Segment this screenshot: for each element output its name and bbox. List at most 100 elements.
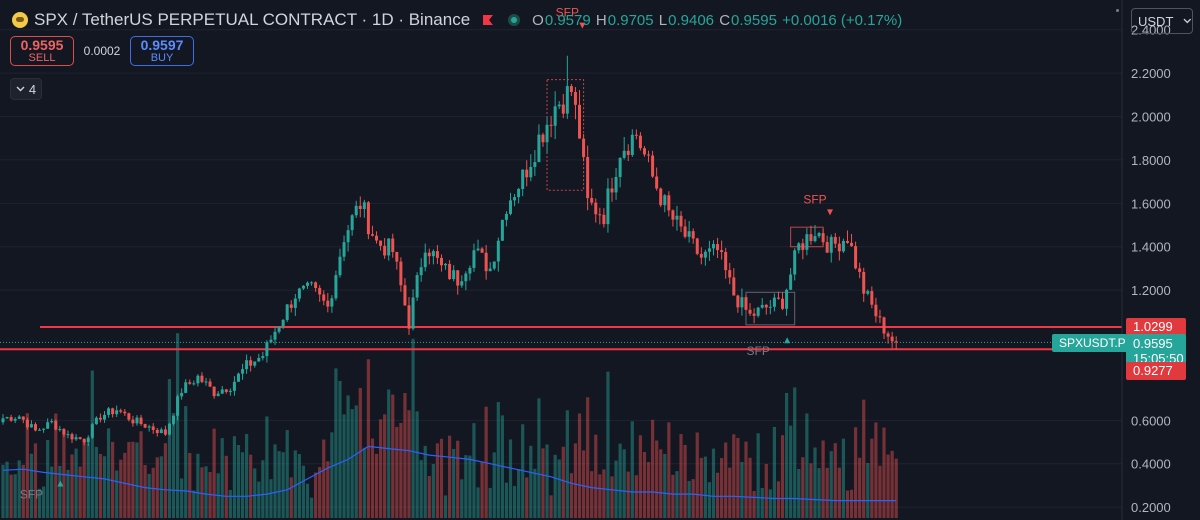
volume-bar (529, 445, 533, 518)
candle (626, 144, 630, 162)
candle (752, 308, 756, 324)
candle (362, 199, 366, 218)
candle (224, 388, 228, 394)
symbol-title[interactable]: SPX / TetherUS PERPETUAL CONTRACT · 1D ·… (34, 10, 471, 29)
candle-body (370, 234, 374, 236)
volume-bar (314, 472, 318, 518)
candle-body (476, 248, 480, 251)
candle (375, 231, 379, 244)
candle (606, 178, 610, 233)
volume-bar (866, 463, 870, 518)
candle (817, 231, 821, 239)
candle-body (634, 134, 638, 136)
volume-bar (17, 460, 21, 518)
candle (50, 418, 54, 424)
volume-bar (890, 450, 894, 518)
candle (894, 336, 898, 350)
volume-bar (829, 451, 833, 518)
candle (253, 361, 257, 368)
candle-body (74, 437, 78, 440)
candle (427, 248, 431, 265)
volume-bar (748, 457, 752, 518)
candle-body (220, 389, 224, 394)
sfp-label: SFP (556, 6, 579, 20)
candle (561, 94, 565, 119)
volume-bar (220, 438, 224, 518)
candle-body (435, 251, 439, 258)
volume-bar (362, 447, 366, 518)
volume-bar (456, 440, 460, 518)
volume-bar (492, 452, 496, 518)
candle-body (675, 215, 679, 220)
volume-bar (330, 432, 334, 518)
candle (582, 134, 586, 162)
candle (695, 237, 699, 256)
indicators-toggle-button[interactable]: 4 (10, 78, 42, 100)
volume-bar (200, 467, 204, 518)
volume-bar (460, 479, 464, 518)
volume-bar (776, 481, 781, 518)
candle (257, 353, 261, 362)
candle-body (752, 313, 756, 316)
candle-body (882, 317, 886, 334)
y-axis-tick-label: 1.2000 (1131, 283, 1171, 298)
candle (525, 160, 529, 187)
low-value: 0.9406 (668, 11, 715, 29)
volume-layer (1, 333, 898, 518)
volume-bar (387, 389, 391, 518)
candle-body (663, 195, 667, 206)
candle (707, 240, 711, 261)
candle (537, 124, 541, 163)
candle-body (241, 369, 245, 374)
candle (159, 427, 163, 434)
candle (139, 414, 143, 426)
candle-body (249, 360, 253, 366)
volume-bar (74, 448, 78, 518)
candle-body (821, 233, 825, 243)
candle-body (334, 275, 338, 299)
flag-icon[interactable] (482, 14, 494, 26)
candle-body (817, 233, 821, 237)
y-axis-tick-label: 0.6000 (1131, 413, 1171, 428)
candle-body (630, 134, 634, 155)
candle (330, 295, 334, 313)
volume-bar (54, 413, 58, 518)
candle-body (496, 240, 500, 262)
volume-bar (841, 438, 846, 518)
sfp-label: SFP (746, 344, 769, 358)
candle-body (176, 396, 180, 416)
volume-bar (659, 449, 663, 518)
more-dots-icon[interactable] (1116, 9, 1119, 12)
candle-body (781, 298, 785, 309)
volume-bar (874, 422, 878, 518)
candle-body (716, 244, 720, 251)
candle (614, 168, 618, 200)
candle (86, 435, 90, 447)
candle-body (245, 360, 249, 370)
currency-select[interactable]: USDT (1131, 8, 1193, 34)
candle-body (513, 197, 517, 201)
volume-bar (691, 479, 695, 518)
volume-bar (452, 448, 456, 518)
candle (874, 297, 878, 323)
volume-bar (825, 467, 829, 518)
buy-button[interactable]: 0.9597 BUY (130, 36, 194, 66)
volume-bar (147, 473, 151, 518)
volume-bar (508, 439, 513, 518)
candle-body (728, 270, 732, 278)
volume-ma-line (2, 445, 897, 502)
buy-label: BUY (150, 52, 174, 64)
candle-body (17, 416, 21, 419)
candle (245, 354, 249, 374)
volume-bar (651, 419, 655, 518)
volume-bar (638, 435, 643, 518)
candle (310, 281, 314, 286)
sell-button[interactable]: 0.9595 SELL (10, 36, 74, 66)
volume-bar (293, 450, 297, 518)
candle (277, 326, 281, 334)
volume-bar (66, 469, 70, 518)
volume-bar (358, 388, 362, 518)
candle (638, 132, 642, 151)
